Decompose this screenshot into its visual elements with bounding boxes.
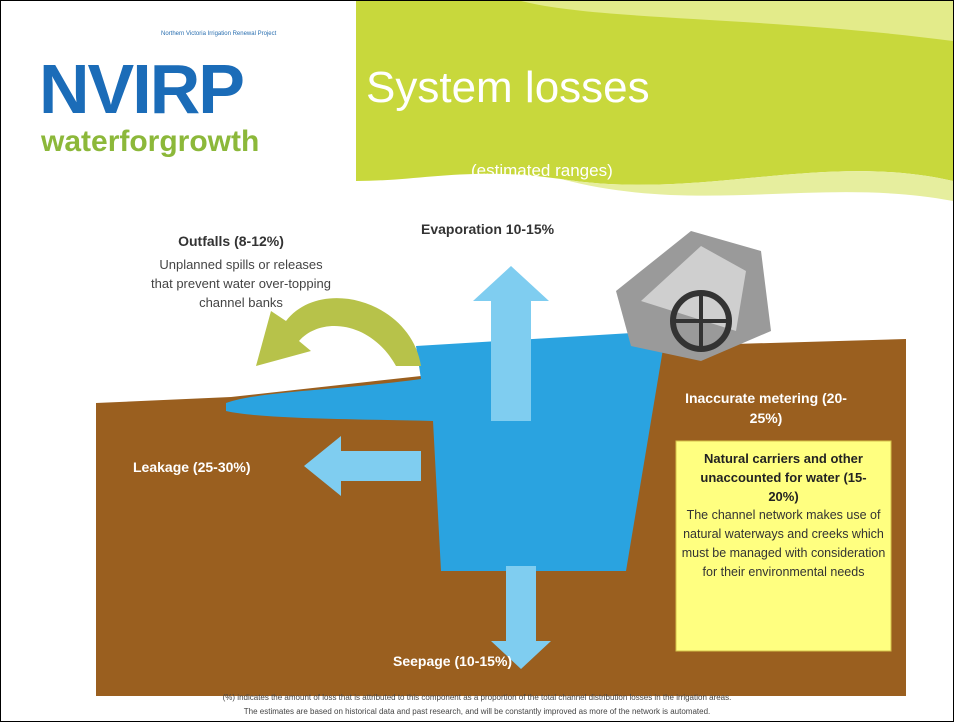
seepage-arrow bbox=[491, 566, 551, 669]
evaporation-label: Evaporation 10-15% bbox=[421, 221, 555, 237]
logo-tagline: waterforgrowth bbox=[41, 125, 260, 158]
water bbox=[226, 331, 666, 571]
logo-caption: Northern Victoria Irrigation Renewal Pro… bbox=[161, 31, 277, 37]
logo: NVIRP bbox=[39, 50, 245, 128]
outfalls-label: Outfalls (8-12%) bbox=[178, 233, 284, 249]
seepage-label: Seepage (10-15%) bbox=[393, 653, 513, 669]
banner-wave bbox=[561, 171, 953, 201]
natural-carriers-text: The channel network makes use of natural… bbox=[681, 508, 886, 579]
outfall-arrow bbox=[256, 298, 421, 366]
leakage-arrow bbox=[304, 436, 421, 496]
info-box bbox=[675, 440, 892, 652]
banner-wave bbox=[521, 1, 953, 41]
metering-label: Inaccurate metering (20-25%) bbox=[685, 390, 847, 426]
gate-machine bbox=[616, 231, 771, 361]
footnote: The estimates are based on historical da… bbox=[243, 707, 711, 716]
banner bbox=[356, 1, 953, 185]
outfalls-text: Unplanned spills or releases that preven… bbox=[151, 257, 331, 310]
footnote: (%) indicates the amount of loss that is… bbox=[222, 693, 732, 702]
subtitle: (estimated ranges) bbox=[471, 161, 613, 180]
title: System losses bbox=[366, 63, 650, 112]
leakage-label: Leakage (25-30%) bbox=[133, 459, 251, 475]
evaporation-arrow bbox=[473, 266, 549, 421]
natural-carriers-label: Natural carriers and other unaccounted f… bbox=[700, 451, 867, 504]
